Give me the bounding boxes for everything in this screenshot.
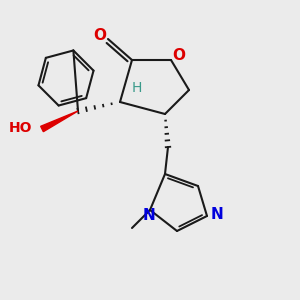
- Text: N: N: [142, 208, 155, 223]
- Text: HO: HO: [9, 121, 32, 134]
- Text: H: H: [131, 82, 142, 95]
- Text: N: N: [210, 207, 223, 222]
- Text: O: O: [172, 48, 185, 63]
- Text: O: O: [93, 28, 106, 44]
- Polygon shape: [41, 111, 78, 132]
